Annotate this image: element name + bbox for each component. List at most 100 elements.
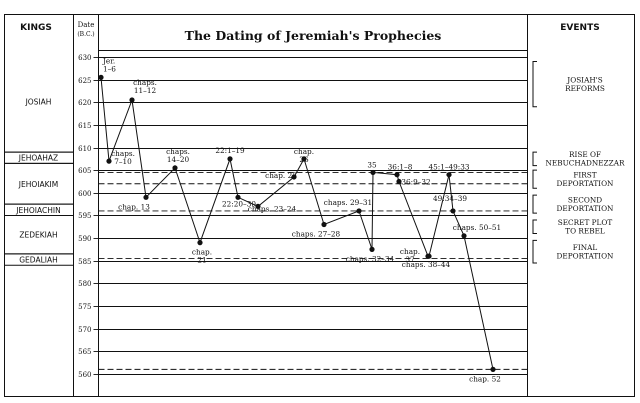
event-label-4-0: SECRET PLOT: [558, 218, 613, 227]
y-tick-label-610: 610: [78, 145, 91, 153]
data-point-8: [255, 203, 261, 209]
point-label-10-line-1: 26: [299, 155, 309, 164]
point-label-5: chap. 21: [192, 248, 212, 265]
data-point-4: [172, 165, 178, 171]
point-label-2-line-0: chaps.: [133, 78, 157, 87]
point-label-14: 35: [367, 160, 377, 169]
event-label-0-0: JOSIAH'S: [566, 75, 602, 84]
y-tick-label-585: 585: [78, 258, 91, 266]
series-layer: [98, 74, 496, 372]
king-label-zedekiah: ZEDEKIAH: [19, 231, 57, 240]
king-label-jehoiakim: JEHOIAKIM: [18, 180, 58, 189]
kings-header: KINGS: [20, 23, 52, 33]
data-point-15: [394, 172, 400, 178]
point-label-17: chap. 37: [400, 247, 420, 264]
point-label-17-line-0: chap.: [400, 247, 420, 256]
y-tick-label-605: 605: [78, 167, 91, 175]
data-point-7: [235, 194, 241, 200]
king-label-gedaliah: GEDALIAH: [19, 256, 58, 265]
event-label-5-1: DEPORTATION: [557, 251, 615, 260]
chart-title: The Dating of Jeremiah's Prophecies: [185, 28, 442, 43]
data-point-5: [197, 240, 203, 246]
data-point-2: [129, 97, 135, 103]
event-bracket-0: [532, 61, 537, 108]
data-point-9: [291, 174, 297, 180]
point-label-6: 22:1–19: [215, 146, 245, 155]
y-tick-label-630: 630: [78, 54, 91, 62]
y-tick-label-615: 615: [78, 122, 91, 130]
point-label-21: chaps. 50–51: [453, 223, 501, 232]
y-tick-label-565: 565: [78, 348, 91, 356]
grid-layer: 630 625 620 615 610 605 600 595 590 585 580 575 570 5…: [78, 54, 528, 379]
date-header: Date: [78, 21, 95, 29]
data-point-3: [143, 194, 149, 200]
y-tick-label-560: 560: [78, 371, 91, 379]
point-label-13: chaps. 32–34: [346, 254, 395, 263]
point-label-20: 49:34–39: [433, 194, 467, 203]
kings-layer: JOSIAH JEHOAHAZ JEHOIAKIM JEHOIACHIN ZEDEKIA…: [4, 97, 74, 266]
point-label-10-line-0: chap.: [294, 147, 314, 156]
y-tick-label-595: 595: [78, 212, 91, 220]
data-point-21: [461, 233, 467, 239]
point-label-2-line-1: 11–12: [134, 86, 156, 95]
event-bracket-4: [532, 219, 537, 235]
y-tick-label-620: 620: [78, 99, 91, 107]
point-label-10: chap. 26: [294, 147, 314, 164]
point-label-18: chaps. 38–44: [402, 260, 451, 269]
point-label-8: chaps. 23–24: [248, 204, 297, 213]
event-bracket-1: [532, 151, 537, 167]
point-label-2: chaps. 11–12: [133, 78, 157, 95]
king-label-jehoahaz: JEHOAHAZ: [18, 154, 58, 163]
point-label-1: chaps. 7–10: [111, 149, 135, 166]
point-label-11: chaps. 27–28: [292, 229, 341, 238]
data-point-10: [301, 156, 307, 162]
y-tick-label-600: 600: [78, 190, 91, 198]
event-label-1-0: RISE OF: [569, 150, 601, 159]
event-label-3-1: DEPORTATION: [557, 204, 615, 213]
data-point-14: [370, 169, 376, 176]
y-tick-label-570: 570: [78, 326, 91, 334]
point-label-7: 22:20–30: [222, 199, 256, 208]
outer-frame: [4, 14, 635, 397]
event-label-2-1: DEPORTATION: [557, 179, 615, 188]
data-point-22: [490, 366, 496, 372]
data-point-18: [426, 253, 432, 259]
point-label-16: 36:9–32: [401, 177, 430, 186]
event-bracket-3: [532, 194, 537, 214]
event-bracket-5: [532, 239, 537, 264]
data-point-16: [396, 178, 402, 185]
data-point-1: [106, 158, 112, 164]
point-label-12: chaps. 29–31: [324, 198, 372, 207]
point-label-5-line-0: chap.: [192, 248, 212, 257]
king-label-jehoiachin: JEHOIACHIN: [15, 206, 60, 215]
y-tick-label-625: 625: [78, 77, 91, 85]
point-label-9: chap. 25: [265, 171, 297, 180]
events-header: EVENTS: [560, 23, 599, 33]
point-label-19: 45:1–49:33: [428, 163, 469, 172]
point-label-0-line-0: Jer.: [102, 56, 115, 65]
data-point-12: [356, 208, 362, 214]
prophecy-series-line: [100, 77, 494, 370]
point-label-4-line-0: chaps.: [166, 147, 190, 156]
data-point-11: [321, 221, 327, 228]
data-point-6: [227, 156, 233, 162]
y-tick-label-580: 580: [78, 280, 91, 288]
event-label-4-1: TO REBEL: [565, 227, 605, 236]
event-label-2-0: FIRST: [573, 170, 596, 179]
data-point-0: [98, 74, 104, 80]
point-label-1-line-0: chaps.: [111, 149, 135, 158]
event-label-1-1: NEBUCHADNEZZAR: [546, 159, 625, 168]
point-label-1-line-1: 7–10: [114, 157, 132, 166]
king-label-josiah: JOSIAH: [25, 97, 52, 106]
point-label-0-line-1: 1–6: [103, 64, 116, 73]
event-label-5-0: FINAL: [573, 243, 598, 252]
point-label-0: Jer. 1–6: [102, 56, 116, 73]
point-label-5-line-1: 21: [197, 256, 206, 265]
event-bracket-2: [532, 169, 537, 189]
point-label-15: 36:1–8: [388, 163, 413, 172]
event-label-0-1: REFORMS: [565, 84, 605, 93]
data-point-19: [446, 172, 452, 178]
